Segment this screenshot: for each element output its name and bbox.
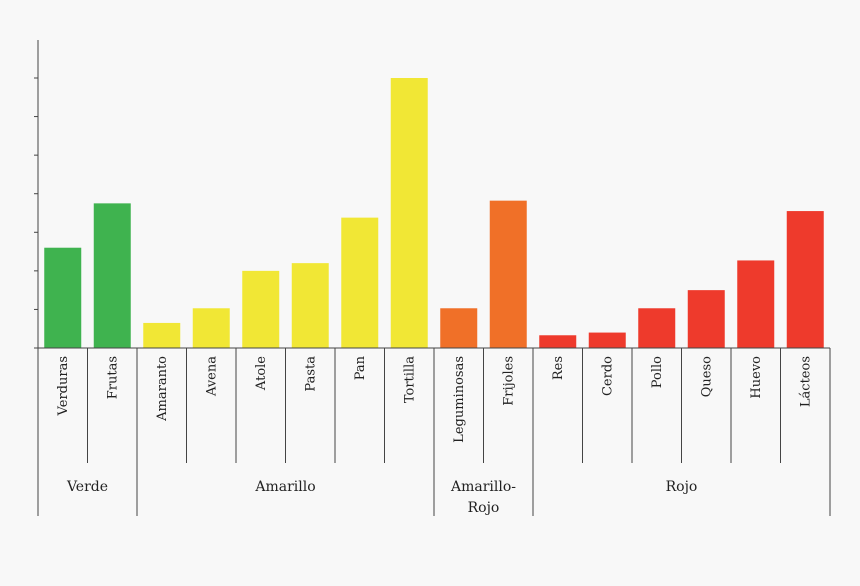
x-tick-label: Pollo xyxy=(650,356,665,388)
x-tick-label: Cerdo xyxy=(600,356,615,396)
group-label: Rojo xyxy=(468,500,500,516)
x-tick-label: Pan xyxy=(353,355,368,380)
category-groups: Verde Amarillo Amarillo- Rojo Rojo xyxy=(66,479,697,516)
x-tick-label: Leguminosas xyxy=(452,356,467,443)
bar-frijoles xyxy=(489,200,527,348)
x-tick-label: Pasta xyxy=(303,356,318,392)
bar-pollo xyxy=(638,308,676,348)
x-tick-label: Frijoles xyxy=(501,356,516,406)
x-tick-label: Frutas xyxy=(105,356,120,399)
x-tick-label: Amaranto xyxy=(155,356,170,422)
x-axis: Verduras Frutas Amaranto Avena Atole Pasta Pan… xyxy=(37,347,831,516)
x-tick-label: Atole xyxy=(254,356,269,391)
bar-verduras xyxy=(44,247,82,348)
x-tick-label: Avena xyxy=(204,356,219,397)
group-label: Rojo xyxy=(666,479,698,495)
x-tick-label: Queso xyxy=(699,356,714,397)
bar-atole xyxy=(242,270,280,348)
bar-avena xyxy=(192,308,230,348)
bar-tortilla xyxy=(390,78,428,348)
bars xyxy=(44,78,824,348)
x-tick-label: Huevo xyxy=(749,356,764,399)
group-label: Amarillo- xyxy=(450,479,516,495)
group-label: Amarillo xyxy=(254,479,315,495)
bar-cerdo xyxy=(588,332,626,348)
bar-lácteos xyxy=(786,211,824,348)
x-tick-label: Tortilla xyxy=(402,356,417,403)
bar-queso xyxy=(687,290,725,348)
y-axis xyxy=(34,40,39,349)
bar-res xyxy=(539,335,577,348)
bar-leguminosas xyxy=(440,308,478,348)
bar-pan xyxy=(341,217,379,348)
bar-amaranto xyxy=(143,322,181,348)
group-label: Verde xyxy=(66,479,108,495)
x-tick-label: Lácteos xyxy=(798,356,813,407)
bar-frutas xyxy=(93,203,131,348)
bar-pasta xyxy=(291,263,329,348)
bar-huevo xyxy=(737,260,775,348)
x-tick-label: Verduras xyxy=(56,356,71,416)
x-tick-label: Res xyxy=(551,356,566,380)
